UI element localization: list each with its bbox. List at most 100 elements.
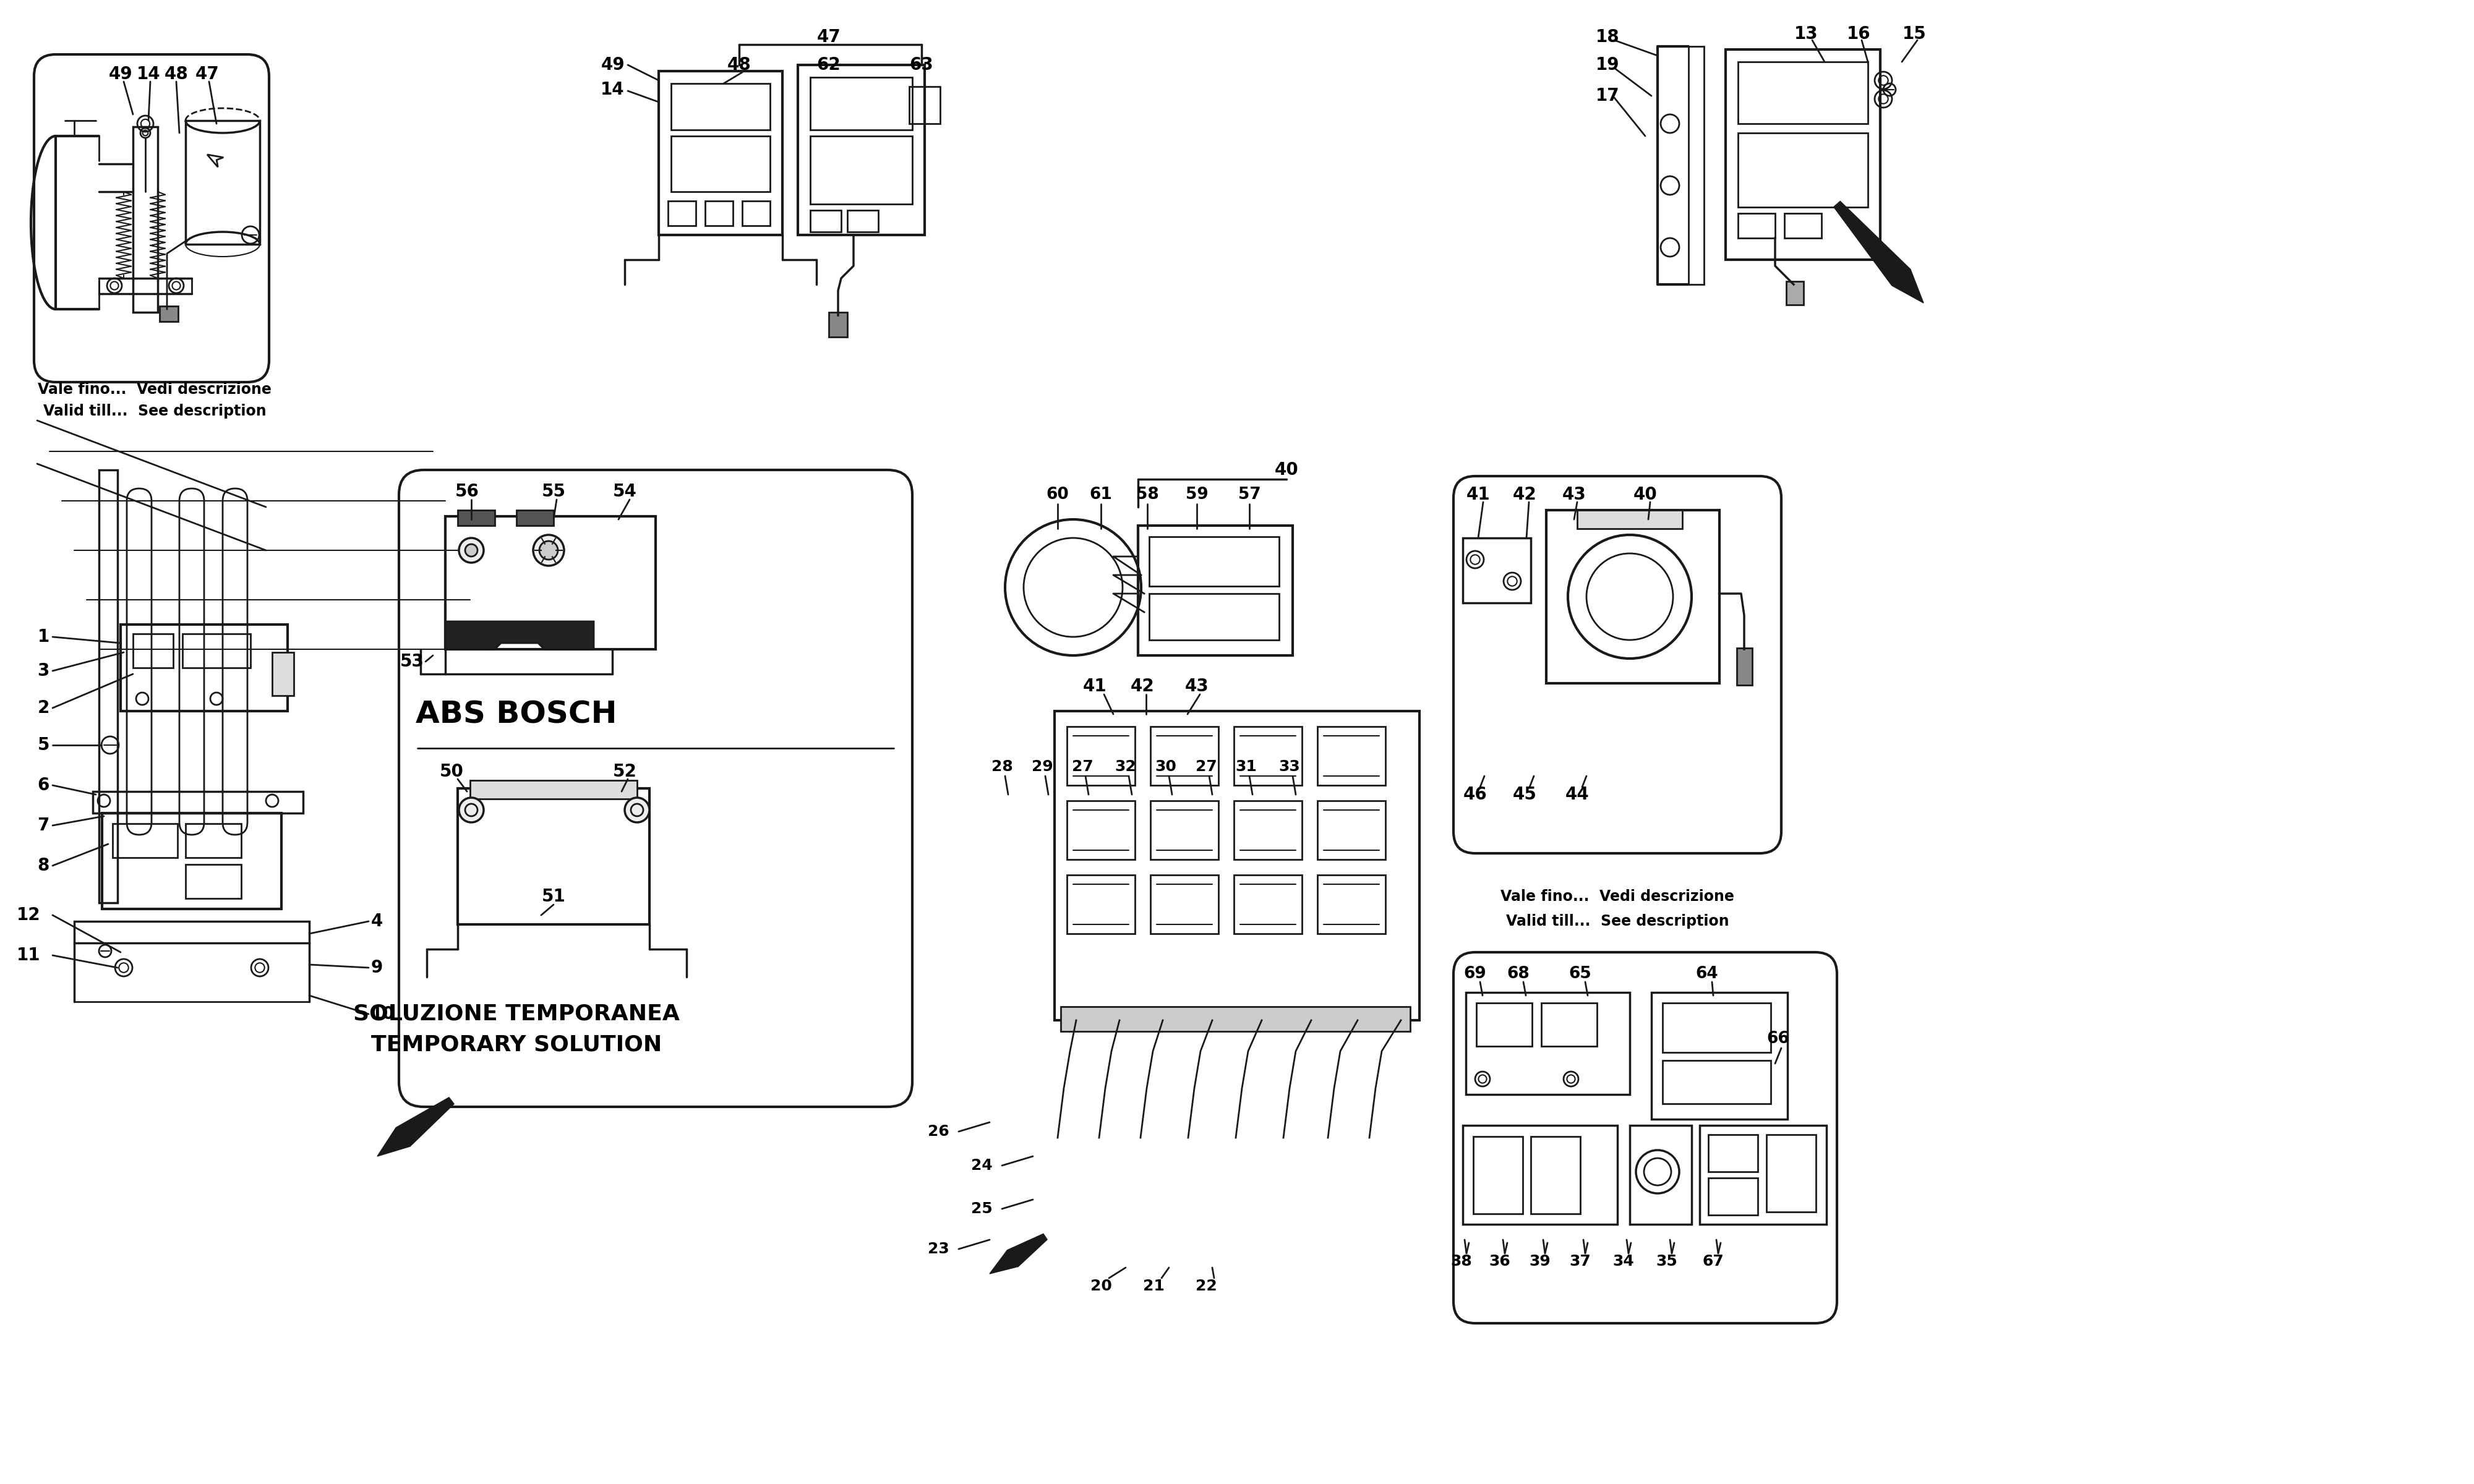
Text: 48: 48 [163, 65, 188, 83]
Bar [1462, 1125, 1618, 1224]
Text: 61: 61 [1089, 487, 1113, 503]
Text: 1: 1 [37, 628, 49, 646]
Bar [101, 813, 282, 908]
Text: 35: 35 [1655, 1254, 1677, 1269]
Bar [134, 126, 158, 312]
Polygon shape [990, 1233, 1047, 1273]
Bar [1784, 214, 1821, 237]
Bar [94, 791, 302, 813]
Text: 49: 49 [109, 65, 134, 83]
Text: 12: 12 [17, 907, 40, 923]
Text: 50: 50 [440, 763, 463, 781]
Text: 64: 64 [1695, 966, 1719, 982]
Polygon shape [1833, 202, 1925, 303]
Text: 25: 25 [972, 1202, 992, 1217]
Text: 11: 11 [17, 947, 40, 965]
Text: 18: 18 [1596, 28, 1620, 46]
Text: 27: 27 [1195, 760, 1217, 775]
Bar [158, 306, 178, 322]
Text: 51: 51 [542, 887, 567, 905]
Text: 15: 15 [1903, 25, 1927, 43]
Text: 20: 20 [1091, 1279, 1111, 1294]
Text: 21: 21 [1143, 1279, 1165, 1294]
Text: 55: 55 [542, 482, 567, 500]
Bar [1737, 62, 1868, 123]
Text: 19: 19 [1596, 56, 1620, 74]
Bar [668, 200, 695, 226]
Bar [1150, 801, 1217, 859]
Bar [1316, 876, 1385, 933]
Text: 53: 53 [401, 653, 426, 671]
Text: 65: 65 [1569, 966, 1591, 982]
Bar [1700, 1125, 1826, 1224]
Circle shape [460, 798, 485, 822]
Bar [1707, 1178, 1757, 1215]
Text: 8: 8 [37, 856, 49, 874]
Bar [658, 71, 782, 234]
Text: 69: 69 [1465, 966, 1487, 982]
Text: Vale fino...  Vedi descrizione: Vale fino... Vedi descrizione [37, 381, 272, 396]
Bar [1235, 801, 1301, 859]
Bar [1316, 727, 1385, 785]
Bar [272, 653, 294, 696]
Text: 4: 4 [371, 913, 383, 930]
Bar [121, 625, 287, 711]
Text: ABS BOSCH: ABS BOSCH [416, 699, 616, 729]
Text: 27: 27 [1071, 760, 1094, 775]
Text: Valid till...  See description: Valid till... See description [1507, 914, 1729, 929]
Bar [1150, 876, 1217, 933]
Text: 30: 30 [1155, 760, 1178, 775]
Bar [1653, 993, 1786, 1119]
Text: 41: 41 [1467, 485, 1489, 503]
Text: 52: 52 [614, 763, 636, 781]
Bar [74, 922, 309, 942]
Bar [470, 781, 638, 798]
Polygon shape [445, 622, 594, 650]
Bar [670, 83, 769, 129]
Bar [1148, 594, 1279, 640]
Bar [846, 211, 878, 232]
Text: 5: 5 [37, 736, 49, 754]
Bar [1462, 537, 1531, 603]
Text: 32: 32 [1116, 760, 1136, 775]
Text: 29: 29 [1032, 760, 1054, 775]
Bar [1061, 1006, 1410, 1031]
Bar [1737, 214, 1776, 237]
Text: 31: 31 [1235, 760, 1257, 775]
Bar [1663, 1003, 1771, 1052]
Bar [811, 137, 913, 203]
Bar [1054, 711, 1420, 1021]
Text: 34: 34 [1613, 1254, 1635, 1269]
Text: 17: 17 [1596, 88, 1620, 104]
Bar [1066, 727, 1136, 785]
Text: 41: 41 [1084, 678, 1106, 695]
Bar [134, 634, 173, 668]
Text: 40: 40 [1633, 485, 1658, 503]
Text: 47: 47 [195, 65, 220, 83]
Bar [1737, 134, 1868, 208]
Text: 45: 45 [1512, 787, 1536, 803]
Bar [1235, 727, 1301, 785]
Bar [1541, 1003, 1598, 1046]
Bar [1727, 49, 1880, 260]
Text: 33: 33 [1279, 760, 1301, 775]
Bar [829, 312, 846, 337]
Text: 66: 66 [1766, 1031, 1789, 1046]
Text: 47: 47 [816, 28, 841, 46]
Bar [186, 864, 242, 898]
Text: 43: 43 [1185, 678, 1210, 695]
Bar [458, 510, 495, 525]
Text: 62: 62 [816, 56, 841, 74]
Polygon shape [376, 1097, 453, 1156]
Bar [1235, 876, 1301, 933]
Circle shape [465, 545, 477, 556]
Bar [1578, 510, 1682, 528]
Text: 48: 48 [727, 56, 752, 74]
Bar [1138, 525, 1291, 656]
Text: 63: 63 [910, 56, 933, 74]
Text: 10: 10 [371, 1006, 396, 1022]
Circle shape [623, 798, 648, 822]
Text: 3: 3 [37, 662, 49, 680]
Circle shape [539, 542, 559, 559]
Text: 16: 16 [1846, 25, 1870, 43]
